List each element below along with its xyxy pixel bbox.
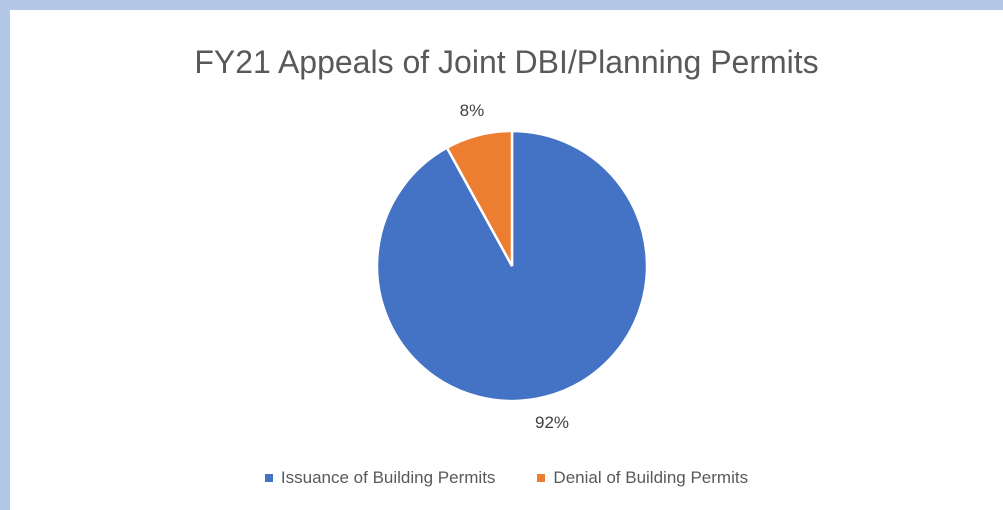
legend-item-issuance: Issuance of Building Permits <box>264 468 496 488</box>
legend: Issuance of Building Permits Denial of B… <box>10 468 1003 488</box>
data-label-issuance: 92% <box>535 413 569 432</box>
data-label-denial: 8% <box>460 101 485 120</box>
legend-item-denial: Denial of Building Permits <box>537 468 748 488</box>
pie-slice-denial <box>445 129 514 267</box>
legend-label-issuance: Issuance of Building Permits <box>280 468 496 487</box>
pie-chart: 92% 8% <box>375 101 649 432</box>
legend-label-denial: Denial of Building Permits <box>553 468 749 487</box>
chart-area: FY21 Appeals of Joint DBI/Planning Permi… <box>10 10 1003 510</box>
legend-swatch-denial <box>537 474 546 482</box>
chart-title: FY21 Appeals of Joint DBI/Planning Permi… <box>194 44 819 80</box>
legend-swatch-issuance <box>264 474 273 482</box>
